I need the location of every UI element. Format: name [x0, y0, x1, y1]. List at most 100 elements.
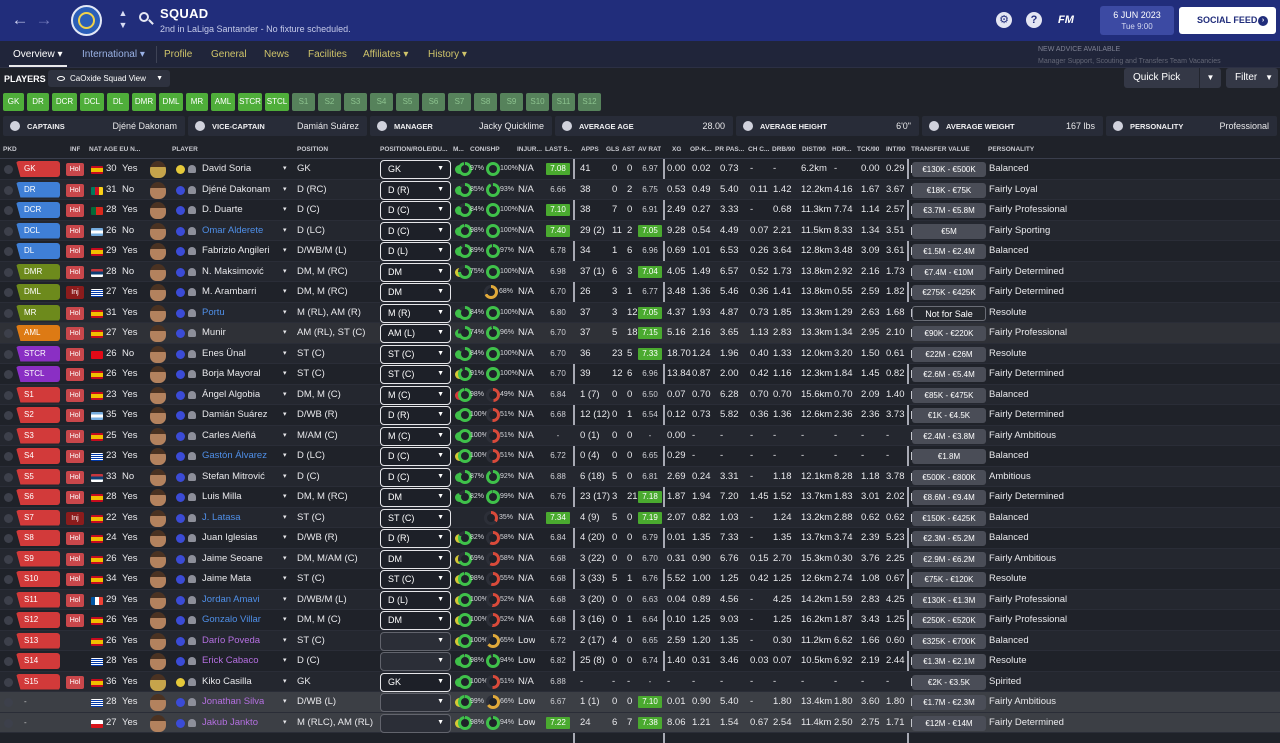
chevron-down-icon[interactable]: ▾ [283, 206, 287, 213]
player-name[interactable]: M. Arambarri [202, 286, 257, 297]
info-badge[interactable]: Hol [66, 470, 84, 484]
info-badge[interactable]: Hol [66, 429, 84, 443]
nationality-flag-icon[interactable] [91, 309, 103, 318]
pkd-checkbox[interactable] [4, 165, 13, 174]
player-name[interactable]: David Soria [202, 163, 252, 174]
last5-rating[interactable]: 6.68 [550, 410, 566, 419]
nationality-flag-icon[interactable] [91, 166, 103, 174]
position-role-dropdown[interactable]: ▼ [380, 713, 451, 733]
info-badge[interactable]: Hol [66, 552, 84, 566]
table-row[interactable]: - 28 Yes Jonathan Silva ▾ D/WB (L) ▼ 99% 66% Low 6… [0, 692, 1280, 713]
pkd-checkbox[interactable] [4, 390, 13, 400]
position-role-dropdown[interactable]: ▼ [380, 652, 451, 671]
nationality-flag-icon[interactable] [91, 678, 103, 687]
nationality-flag-icon[interactable] [91, 719, 103, 728]
position-filter-dr[interactable]: DR [27, 93, 49, 111]
last5-rating[interactable]: 7.40 [546, 224, 570, 237]
pkd-checkbox[interactable] [4, 247, 13, 256]
last5-rating[interactable]: 6.80 [550, 307, 566, 317]
nationality-flag-icon[interactable] [91, 186, 103, 195]
transfer-value[interactable]: €7.4M - €10M [912, 264, 986, 280]
player-name[interactable]: Djéné Dakonam [202, 183, 271, 195]
player-name[interactable]: Kiko Casilla [202, 675, 252, 687]
ball-icon[interactable]: ⚙ [996, 12, 1012, 28]
col-last5[interactable]: LAST 5... [545, 146, 572, 153]
position-role-dropdown[interactable]: D (L) ▼ [380, 590, 451, 610]
chevron-down-icon[interactable]: ▾ [283, 226, 287, 234]
pkd-checkbox[interactable] [4, 308, 13, 318]
nationality-flag-icon[interactable] [91, 535, 103, 543]
transfer-value[interactable]: €90K - €220K [912, 326, 986, 341]
manager-cell[interactable]: MANAGER Jacky Quicklime [370, 116, 552, 136]
pkd-checkbox[interactable] [4, 616, 13, 625]
nationality-flag-icon[interactable] [91, 412, 103, 420]
chevron-down-icon[interactable]: ▾ [283, 370, 287, 377]
last5-rating[interactable]: 6.72 [550, 451, 566, 460]
pkd-checkbox[interactable] [4, 513, 13, 523]
chevron-down-icon[interactable]: ▾ [283, 554, 287, 562]
position-filter-s12[interactable]: S12 [578, 93, 601, 111]
player-avatar[interactable] [150, 550, 166, 568]
tab-overview[interactable]: Overview ▾ [13, 49, 63, 60]
player-avatar[interactable] [150, 345, 166, 363]
position-role-dropdown[interactable]: DM ▼ [380, 488, 451, 507]
pkd-checkbox[interactable] [4, 206, 13, 215]
pkd-checkbox[interactable] [4, 698, 13, 707]
transfer-value[interactable]: €275K - €425K [912, 285, 986, 300]
col-goals[interactable]: GLS [606, 146, 620, 153]
position-role-dropdown[interactable]: D (C) ▼ [380, 221, 451, 241]
transfer-value[interactable]: €2.3M - €5.2M [912, 531, 986, 546]
transfer-value[interactable]: €1.3M - €2.1M [912, 654, 986, 669]
last5-rating[interactable]: 6.70 [550, 328, 566, 337]
player-avatar[interactable] [150, 694, 166, 711]
pkd-checkbox[interactable] [4, 288, 13, 297]
info-badge[interactable]: Hol [66, 409, 84, 422]
last5-rating[interactable]: 6.68 [550, 594, 566, 604]
pkd-checkbox[interactable] [4, 534, 13, 543]
nationality-flag-icon[interactable] [91, 432, 103, 441]
position-filter-s3[interactable]: S3 [344, 93, 367, 111]
info-badge[interactable]: Hol [66, 265, 84, 279]
nationality-flag-icon[interactable] [91, 248, 103, 256]
player-name[interactable]: Gastón Álvarez [202, 450, 267, 461]
forward-arrow-icon[interactable]: → [35, 10, 53, 29]
role-selector[interactable]: STCL [16, 366, 60, 382]
chevron-down-icon[interactable]: ▾ [283, 349, 287, 357]
tab-international[interactable]: International ▾ [82, 49, 145, 60]
info-badge[interactable]: Hol [66, 614, 84, 627]
role-selector[interactable]: S15 [16, 673, 60, 690]
last5-rating[interactable]: 7.22 [546, 716, 570, 729]
last5-rating[interactable]: 6.78 [550, 246, 566, 255]
player-avatar[interactable] [150, 243, 166, 260]
chevron-down-icon[interactable]: ▾ [283, 390, 287, 398]
position-filter-s10[interactable]: S10 [526, 93, 549, 111]
role-selector[interactable]: STCR [16, 345, 60, 362]
vice-captain-name[interactable]: Damián Suárez [296, 121, 359, 131]
table-row[interactable]: GK Hol 30 Yes David Soria ▾ GK GK ▼ 97% 100% N/A 7.0… [0, 159, 1280, 180]
chevron-down-icon[interactable]: ▾ [283, 698, 287, 705]
position-role-dropdown[interactable]: D (C) ▼ [380, 447, 451, 466]
last5-rating[interactable]: 6.88 [550, 676, 566, 686]
player-name[interactable]: Carles Aleñá [202, 429, 256, 441]
pkd-checkbox[interactable] [4, 349, 13, 359]
pkd-checkbox[interactable] [4, 595, 13, 605]
transfer-value[interactable]: €2.6M - €5.4M [912, 367, 986, 382]
player-name[interactable]: Stefan Mitrović [202, 470, 265, 482]
chevron-down-icon[interactable]: ▾ [283, 452, 287, 459]
info-badge[interactable]: Hol [66, 327, 84, 340]
pkd-checkbox[interactable] [4, 329, 13, 338]
player-name[interactable]: Enes Ünal [202, 347, 246, 359]
role-selector[interactable]: S10 [16, 571, 60, 587]
info-badge[interactable]: Hol [66, 368, 84, 381]
role-selector[interactable]: DL [16, 243, 60, 259]
pkd-checkbox[interactable] [4, 554, 13, 564]
transfer-value[interactable]: €1K - €4.5K [912, 408, 986, 423]
position-filter-dmr[interactable]: DMR [132, 93, 156, 111]
nationality-flag-icon[interactable] [91, 453, 103, 461]
last5-rating[interactable]: 6.82 [550, 656, 566, 665]
last5-rating[interactable]: 6.67 [550, 697, 566, 706]
transfer-value[interactable]: €1.5M - €2.4M [912, 244, 986, 259]
view-select[interactable]: CaOxide Squad View ▼ [48, 70, 170, 87]
pkd-checkbox[interactable] [4, 267, 13, 277]
player-avatar[interactable] [150, 263, 166, 281]
